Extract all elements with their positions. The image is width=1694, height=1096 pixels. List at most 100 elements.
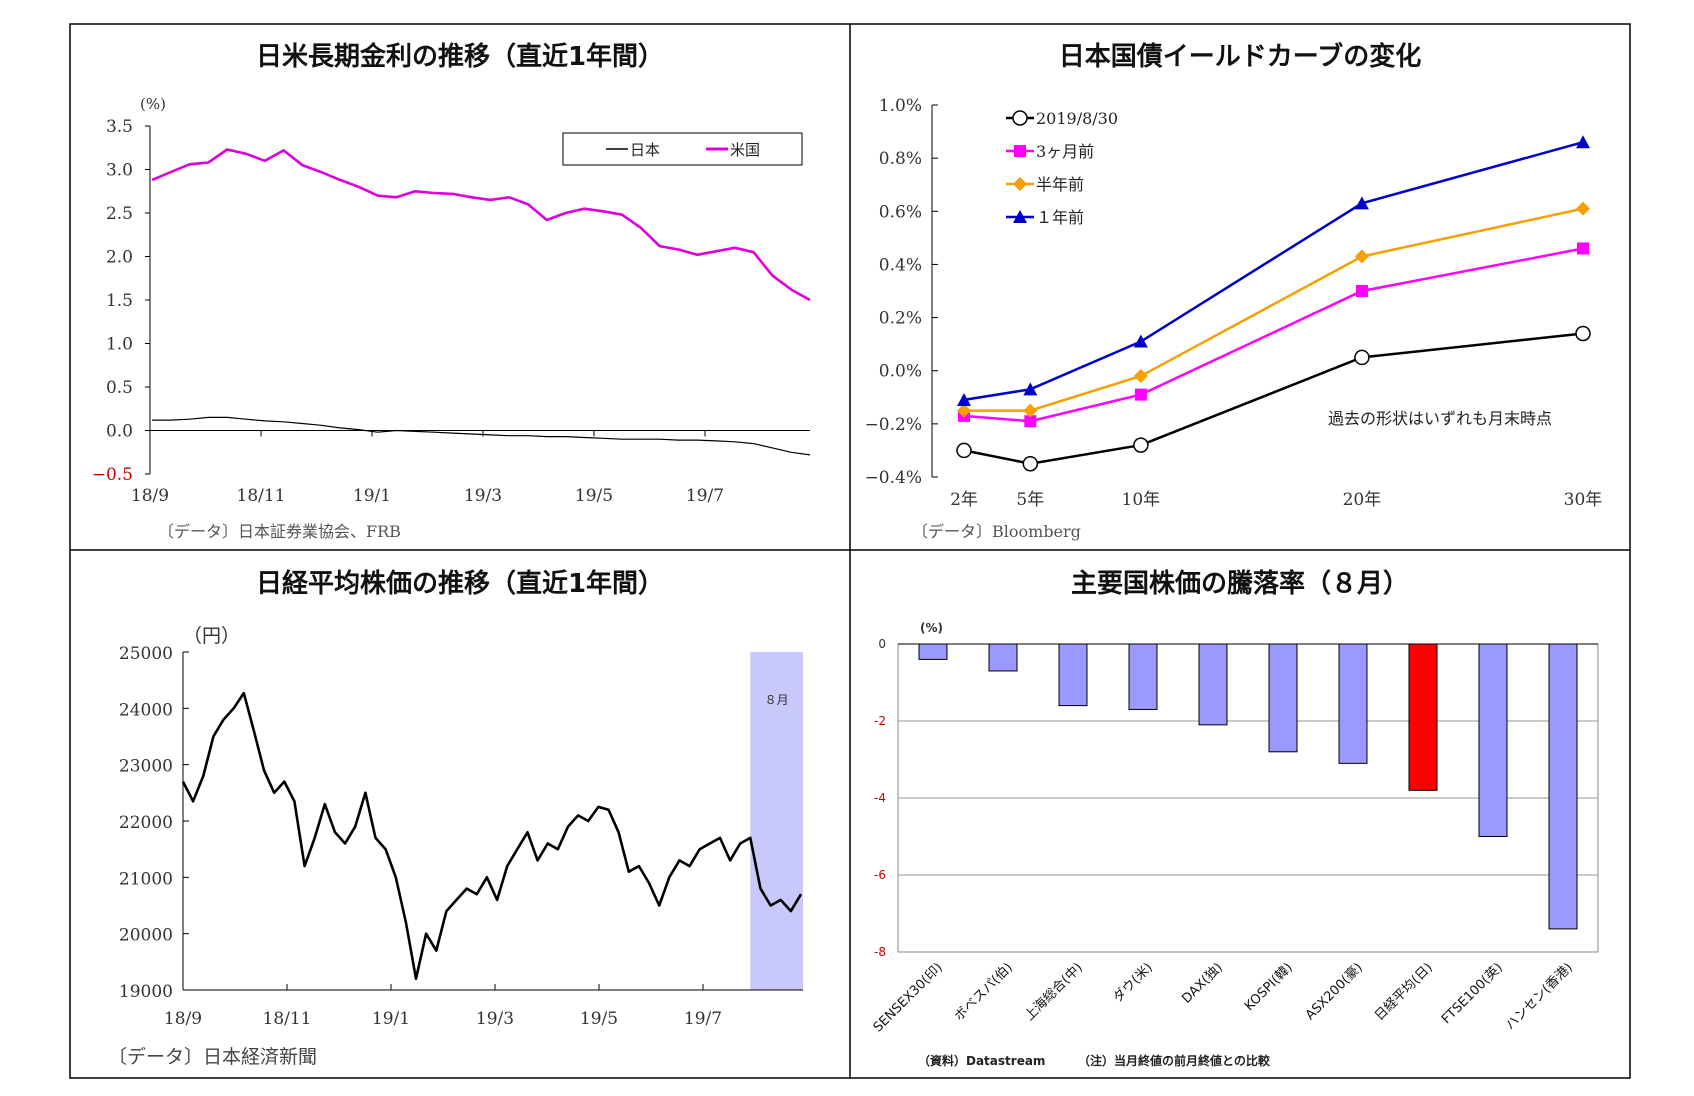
yield-y-tick-label: 0.4% — [879, 255, 922, 275]
yield-y-tick-label: 0.6% — [879, 202, 922, 222]
nikkei-unit: （円） — [183, 625, 240, 647]
yield-legend-label-1: 3ヶ月前 — [1036, 142, 1094, 161]
yield-legend-label-3: １年前 — [1036, 208, 1084, 227]
rates-y-tick-label: 3.5 — [106, 117, 133, 137]
nikkei-x-tick-label: 18/11 — [263, 1009, 312, 1029]
yield-legend-label-2: 半年前 — [1036, 175, 1084, 194]
rates-x-tick-label: 18/9 — [131, 486, 169, 506]
yield-curve-line-1 — [963, 247, 1584, 423]
yield-point-2 — [957, 403, 971, 418]
nikkei-y-tick-label: 22000 — [119, 813, 173, 833]
stock-y-tick-label: 0 — [878, 637, 886, 651]
yield-legend-label-0: 2019/8/30 — [1036, 109, 1118, 128]
rates-y-tick-label: 0.5 — [106, 378, 133, 398]
stock-bar — [1338, 643, 1368, 764]
stock-category-label: ボベスパ(伯) — [952, 960, 1016, 1024]
nikkei-lines — [181, 691, 803, 980]
yield-x-tick-label: 2年 — [950, 490, 978, 510]
rates-chart-title: 日米長期金利の推移（直近1年間） — [256, 41, 664, 72]
nikkei-y-tick-label: 21000 — [119, 869, 173, 889]
nikkei-x-tick-label: 19/1 — [372, 1009, 410, 1029]
stock-bar — [1128, 643, 1158, 710]
stock-change-source: （資料）Datastream — [918, 1053, 1045, 1068]
stock-category-label: ハンセン(香港) — [1503, 960, 1576, 1033]
yield-legend-marker-1 — [1014, 145, 1026, 157]
stock-bar — [988, 643, 1018, 672]
yield-point-0 — [1354, 349, 1370, 366]
yield-x-tick-label: 10年 — [1122, 490, 1161, 510]
stock-change-title: 主要国株価の騰落率（８月） — [1071, 568, 1409, 599]
august-highlight-label: ８月 — [765, 693, 789, 707]
nikkei-y-tick-label: 19000 — [119, 982, 173, 1002]
yield-point-1 — [1355, 285, 1368, 297]
stock-category-label: 日経平均(日) — [1372, 960, 1436, 1024]
rates-lines — [151, 148, 811, 456]
stock-bar — [1408, 643, 1438, 791]
yield-point-0 — [1022, 455, 1039, 472]
stock-y-tick-label: -4 — [874, 791, 886, 805]
nikkei-x-tick-label: 19/5 — [580, 1009, 618, 1029]
rates-unit: (%) — [140, 95, 166, 113]
yield-curve-note: 過去の形状はいずれも月末時点 — [1328, 409, 1552, 428]
yield-y-tick-label: 1.0% — [879, 96, 922, 116]
yield-y-tick-label: 0.0% — [879, 362, 922, 382]
yield-y-tick-label: 0.2% — [879, 309, 922, 329]
rates-y-tick-label: −0.5 — [92, 465, 133, 485]
yield-curve-line-0 — [963, 332, 1584, 465]
yield-point-1 — [1577, 242, 1589, 255]
yield-curve-line-2 — [964, 207, 1584, 412]
stock-category-label: DAX(独) — [1179, 960, 1225, 1006]
stock-category-label: ダウ(米) — [1110, 960, 1155, 1005]
yield-point-1 — [1024, 415, 1037, 428]
yield-legend-marker-2 — [1013, 177, 1027, 191]
nikkei-y-tick-label: 23000 — [119, 757, 173, 777]
yield-curve-lines — [956, 135, 1591, 472]
nikkei-y-tick-label: 24000 — [119, 700, 173, 720]
stock-bar — [1548, 643, 1578, 930]
nikkei-chart: 日経平均株価の推移（直近1年間） （円） ８月 2500024000230002… — [108, 568, 803, 1068]
yield-point-3 — [1354, 196, 1369, 210]
yield-point-3 — [1576, 135, 1590, 149]
rates-x-tick-label: 18/11 — [237, 486, 286, 506]
yield-y-tick-label: 0.8% — [879, 149, 922, 169]
rates-chart: 日米長期金利の推移（直近1年間） (%) 3.5 3.0 2.5 2.0 1.5 1.0 0… — [92, 41, 811, 541]
rates-y-tick-label: 0.0 — [106, 422, 133, 442]
stock-category-label: FTSE100(英) — [1439, 960, 1506, 1027]
legend-label-japan: 日本 — [630, 141, 660, 159]
yield-point-2 — [1354, 249, 1369, 264]
rates-y-tick-label: 2.0 — [106, 248, 133, 268]
yield-legend-marker-0 — [1012, 110, 1028, 126]
stock-category-label: 上海総合(中) — [1022, 960, 1086, 1024]
yield-curve-title: 日本国債イールドカーブの変化 — [1059, 41, 1421, 72]
yield-y-tick-label: −0.2% — [865, 415, 922, 435]
nikkei-source: 〔データ〕日本経済新聞 — [108, 1046, 317, 1068]
yield-point-0 — [1133, 437, 1149, 453]
rates-source: 〔データ〕日本証券業協会、FRB — [158, 522, 401, 541]
stock-bar — [1198, 643, 1228, 726]
stock-category-label: SENSEX30(印) — [871, 960, 946, 1035]
yield-point-0 — [956, 442, 972, 459]
yield-x-tick-label: 20年 — [1343, 490, 1382, 510]
rates-axes: 3.5 3.0 2.5 2.0 1.5 1.0 0.5 0.0 −0.518/9 18/11 19/… — [92, 117, 810, 506]
nikkei-y-tick-label: 20000 — [119, 926, 173, 946]
nikkei-x-tick-label: 18/9 — [164, 1009, 202, 1029]
stock-change-categories: SENSEX30(印) ボベスパ(伯) 上海総合(中) ダウ(米) DAX(独) KOSP… — [871, 960, 1576, 1036]
rates-x-tick-label: 19/5 — [575, 486, 613, 506]
yield-point-2 — [1023, 403, 1038, 418]
stock-category-label: KOSPI(韓) — [1242, 960, 1296, 1014]
rates-legend: 日本 米国 — [562, 132, 803, 166]
yield-point-2 — [1133, 369, 1148, 384]
stock-bar — [918, 643, 948, 660]
nikkei-x-tick-label: 19/7 — [684, 1009, 722, 1029]
yield-x-tick-label: 30年 — [1564, 490, 1603, 510]
yield-x-tick-label: 5年 — [1016, 490, 1044, 510]
yield-curve-chart: 日本国債イールドカーブの変化 1.0% 0.8% 0.6% 0.4% 0.2% 0.0% −… — [865, 41, 1603, 541]
nikkei-axes: 25000 24000 23000 22000 21000 20000 19000 18/9 1… — [119, 644, 803, 1029]
stock-change-chart: 主要国株価の騰落率（８月） (%) 0 -2 -4 -6 -8 SENSEX30(印) ボ… — [871, 568, 1599, 1068]
stock-y-tick-label: -8 — [874, 945, 886, 959]
nikkei-x-tick-label: 19/3 — [476, 1009, 514, 1029]
nikkei-line — [181, 691, 803, 980]
august-highlight-band — [750, 652, 803, 990]
legend-label-us: 米国 — [730, 141, 760, 159]
stock-change-unit: (%) — [920, 621, 943, 635]
